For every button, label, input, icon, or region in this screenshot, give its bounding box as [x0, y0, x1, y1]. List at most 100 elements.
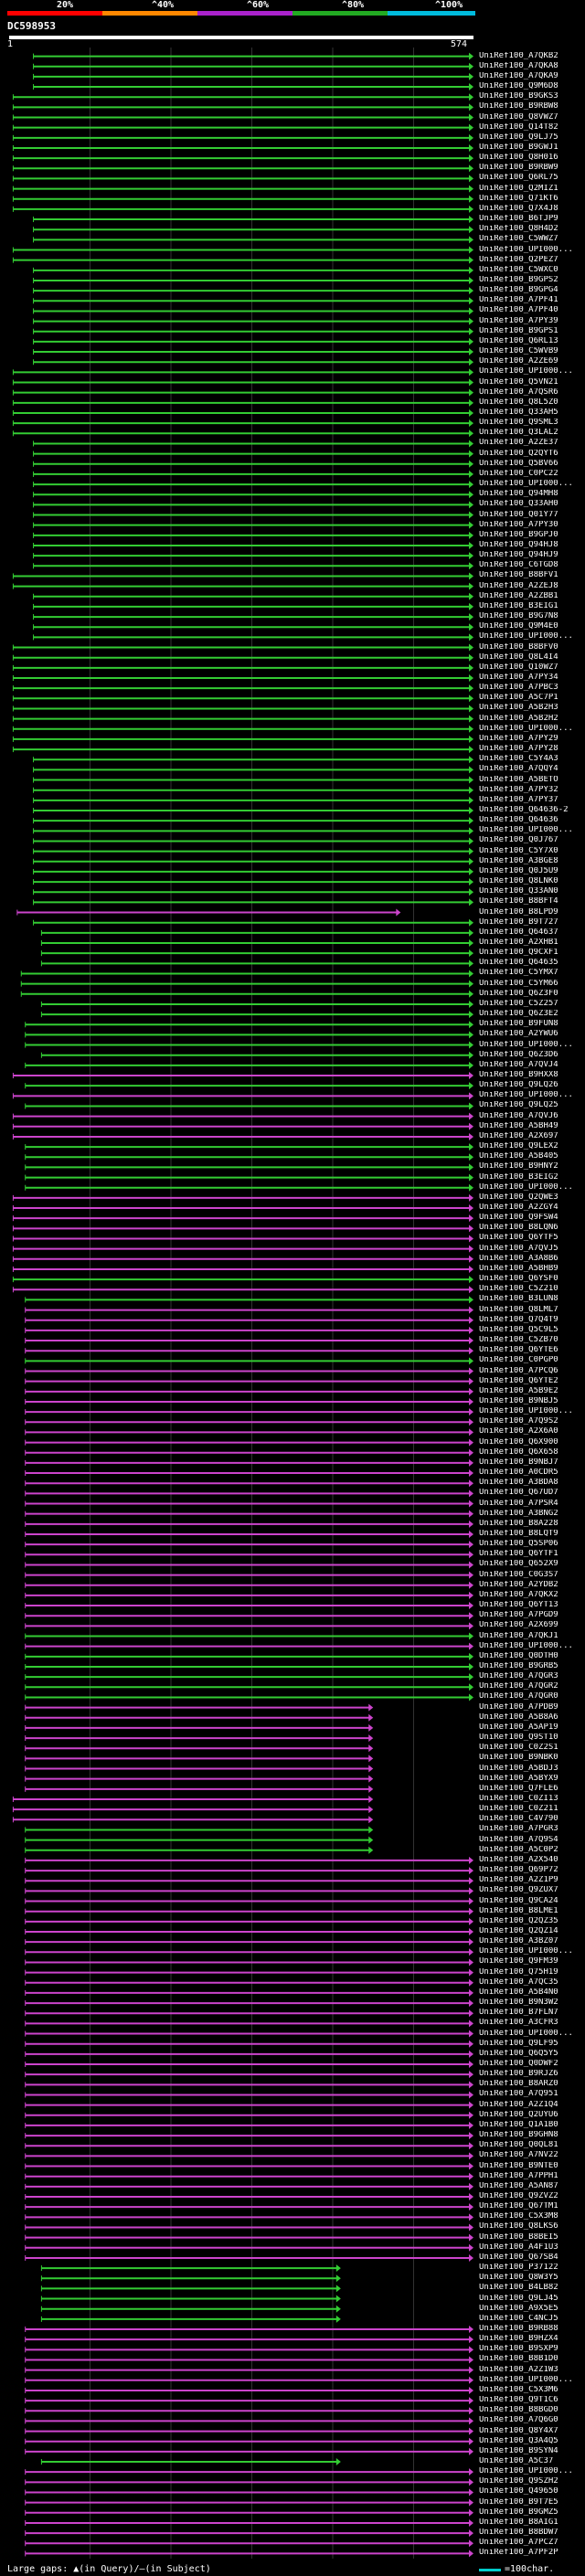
hit-label[interactable]: UniRef100_B8A228: [479, 1519, 558, 1528]
hit-label[interactable]: UniRef100_Q9LQ26: [479, 1081, 558, 1090]
hit-label[interactable]: UniRef100_C0Z211: [479, 1805, 558, 1814]
hit-label[interactable]: UniRef100_B9NTE0: [479, 2161, 558, 2170]
hit-label[interactable]: UniRef100_A7PCZ7: [479, 2539, 558, 2548]
hit-label[interactable]: UniRef100_A7PGR3: [479, 1825, 558, 1834]
hit-label[interactable]: UniRef100_A7PSR4: [479, 1499, 558, 1508]
hit-label[interactable]: UniRef100_Q9LF95: [479, 2039, 558, 2048]
hit-label[interactable]: UniRef100_Q9SZH2: [479, 2477, 558, 2486]
hit-label[interactable]: UniRef100_Q75H19: [479, 1967, 558, 1977]
hit-label[interactable]: UniRef100_Q9M4E0: [479, 622, 558, 631]
hit-label[interactable]: UniRef100_A7QVJ5: [479, 1244, 558, 1253]
hit-label[interactable]: UniRef100_C5Y7X0: [479, 846, 558, 855]
hit-label[interactable]: UniRef100_Q6YSF0: [479, 1275, 558, 1284]
hit-label[interactable]: UniRef100_Q6YTF5: [479, 1234, 558, 1243]
hit-label[interactable]: UniRef100_A7QKX2: [479, 1590, 558, 1599]
hit-label[interactable]: UniRef100_A2YWU6: [479, 1030, 558, 1039]
hit-label[interactable]: UniRef100_Q2MIZ1: [479, 184, 558, 193]
hit-label[interactable]: UniRef100_UPI000...: [479, 826, 573, 835]
hit-label[interactable]: UniRef100_B3EIG1: [479, 601, 558, 610]
hit-label[interactable]: UniRef100_C5WVB9: [479, 347, 558, 356]
hit-label[interactable]: UniRef100_UPI000...: [479, 367, 573, 376]
hit-label[interactable]: UniRef100_A7NV22: [479, 2151, 558, 2160]
hit-label[interactable]: UniRef100_Q6X900: [479, 1437, 558, 1447]
hit-label[interactable]: UniRef100_Q9ZUX7: [479, 1886, 558, 1895]
hit-label[interactable]: UniRef100_Q0DTH0: [479, 1651, 558, 1660]
hit-label[interactable]: UniRef100_Q8LNK0: [479, 877, 558, 886]
hit-label[interactable]: UniRef100_Q652X9: [479, 1560, 558, 1569]
hit-label[interactable]: UniRef100_A7PY37: [479, 795, 558, 804]
hit-label[interactable]: UniRef100_Q10WZ7: [479, 663, 558, 672]
hit-label[interactable]: UniRef100_Q6Q5Y5: [479, 2049, 558, 2058]
hit-label[interactable]: UniRef100_A7QGR3: [479, 1672, 558, 1681]
hit-label[interactable]: UniRef100_A5C37: [479, 2457, 554, 2466]
hit-label[interactable]: UniRef100_Q9ST10: [479, 1733, 558, 1743]
hit-label[interactable]: UniRef100_Q5BV66: [479, 459, 558, 468]
hit-label[interactable]: UniRef100_Q8L4I4: [479, 652, 558, 662]
hit-label[interactable]: UniRef100_A7QKJ1: [479, 1631, 558, 1640]
hit-label[interactable]: UniRef100_A2ZE69: [479, 357, 558, 366]
hit-label[interactable]: UniRef100_A7PF40: [479, 306, 558, 315]
hit-label[interactable]: UniRef100_Q9LEX2: [479, 1142, 558, 1151]
hit-label[interactable]: UniRef100_Q9CXF1: [479, 949, 558, 958]
hit-label[interactable]: UniRef100_Q1A1B0: [479, 2120, 558, 2129]
hit-label[interactable]: UniRef100_A2YDB2: [479, 1580, 558, 1589]
hit-label[interactable]: UniRef100_A3A8B6: [479, 1254, 558, 1263]
hit-label[interactable]: UniRef100_C0ZI13: [479, 1794, 558, 1803]
hit-label[interactable]: UniRef100_A2X699: [479, 1621, 558, 1630]
hit-label[interactable]: UniRef100_B9RBW9: [479, 164, 558, 173]
hit-label[interactable]: UniRef100_Q9LJ75: [479, 133, 558, 142]
hit-label[interactable]: UniRef100_B8LQT9: [479, 1529, 558, 1538]
hit-label[interactable]: UniRef100_B9GPG4: [479, 286, 558, 295]
hit-label[interactable]: UniRef100_B9T727: [479, 917, 558, 927]
hit-label[interactable]: UniRef100_A5AP19: [479, 1723, 558, 1732]
hit-label[interactable]: UniRef100_C5ZB70: [479, 1336, 558, 1345]
hit-label[interactable]: UniRef100_B9T7E5: [479, 2497, 558, 2507]
hit-label[interactable]: UniRef100_Q6Z3F0: [479, 989, 558, 998]
hit-label[interactable]: UniRef100_A5BETO: [479, 775, 558, 784]
hit-label[interactable]: UniRef100_A5BHB9: [479, 1264, 558, 1273]
hit-label[interactable]: UniRef100_Q2UYU6: [479, 2110, 558, 2119]
hit-label[interactable]: UniRef100_A7QKB2: [479, 51, 558, 60]
hit-label[interactable]: UniRef100_A7Q9S4: [479, 1835, 558, 1844]
hit-label[interactable]: UniRef100_Q33AN0: [479, 887, 558, 896]
hit-label[interactable]: UniRef100_A5BYX9: [479, 1774, 558, 1783]
hit-label[interactable]: UniRef100_Q9M6D8: [479, 82, 558, 91]
hit-label[interactable]: UniRef100_B9G7N8: [479, 612, 558, 621]
hit-label[interactable]: UniRef100_Q8VWZ7: [479, 112, 558, 122]
hit-label[interactable]: UniRef100_A7Q6G0: [479, 2416, 558, 2425]
hit-label[interactable]: UniRef100_C5WXC0: [479, 265, 558, 274]
hit-label[interactable]: UniRef100_A7QKA8: [479, 61, 558, 70]
hit-label[interactable]: UniRef100_Q64636-2: [479, 806, 569, 814]
hit-label[interactable]: UniRef100_UPI000...: [479, 632, 573, 641]
hit-label[interactable]: UniRef100_Q6YTE2: [479, 1376, 558, 1385]
hit-label[interactable]: UniRef100_B8BFV0: [479, 642, 558, 652]
hit-label[interactable]: UniRef100_Q6YT13: [479, 1601, 558, 1610]
hit-label[interactable]: UniRef100_Q64635: [479, 959, 558, 968]
hit-label[interactable]: UniRef100_Q6Z3D6: [479, 1050, 558, 1059]
hit-label[interactable]: UniRef100_A5B2H3: [479, 704, 558, 713]
hit-label[interactable]: UniRef100_Q94HJ8: [479, 540, 558, 549]
hit-label[interactable]: UniRef100_A7QVJ4: [479, 1060, 558, 1069]
hit-label[interactable]: UniRef100_Q6RL13: [479, 336, 558, 345]
hit-label[interactable]: UniRef100_Q0QL81: [479, 2141, 558, 2150]
hit-label[interactable]: UniRef100_Q67TM1: [479, 2202, 558, 2211]
hit-label[interactable]: UniRef100_C0G3S7: [479, 1570, 558, 1579]
hit-label[interactable]: UniRef100_A7QQY4: [479, 765, 558, 774]
hit-label[interactable]: UniRef100_B9GRB5: [479, 1661, 558, 1670]
hit-label[interactable]: UniRef100_A2Z1Q4: [479, 2100, 558, 2109]
hit-label[interactable]: UniRef100_B8BGD0: [479, 2406, 558, 2415]
hit-label[interactable]: UniRef100_A7PCQ6: [479, 1366, 558, 1375]
hit-label[interactable]: UniRef100_B9NBJ7: [479, 1458, 558, 1467]
hit-label[interactable]: UniRef100_B9GPJ0: [479, 530, 558, 539]
hit-label[interactable]: UniRef100_Q94MH8: [479, 490, 558, 499]
hit-label[interactable]: UniRef100_Q9T1C6: [479, 2396, 558, 2405]
hit-label[interactable]: UniRef100_Q64636: [479, 816, 558, 825]
hit-label[interactable]: UniRef100_A7PY28: [479, 745, 558, 754]
hit-label[interactable]: UniRef100_Q67UD7: [479, 1489, 558, 1498]
hit-label[interactable]: UniRef100_B9SYN4: [479, 2446, 558, 2455]
hit-label[interactable]: UniRef100_A5BDJ3: [479, 1764, 558, 1773]
hit-label[interactable]: UniRef100_Q6YTF1: [479, 1550, 558, 1559]
hit-label[interactable]: UniRef100_C4V790: [479, 1815, 558, 1824]
hit-label[interactable]: UniRef100_A7PY39: [479, 316, 558, 325]
hit-label[interactable]: UniRef100_B9RJZ6: [479, 2070, 558, 2079]
